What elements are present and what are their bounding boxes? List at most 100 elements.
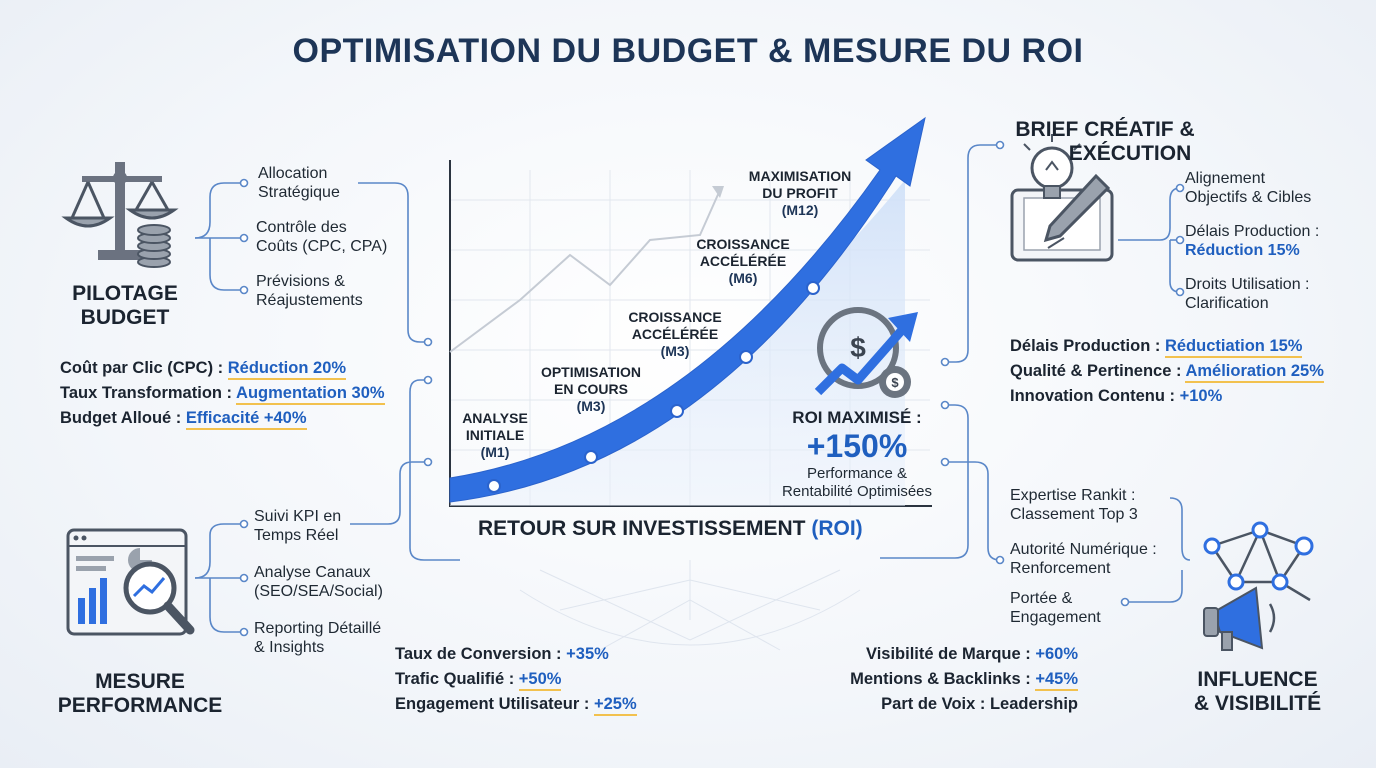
brief-item-3-line2: Clarification [1185, 295, 1269, 312]
stage-3-line2: ACCÉLÉRÉE [631, 326, 719, 342]
pilotage-item-2-line2: Coûts (CPC, CPA) [256, 238, 388, 255]
pilotage-metric: Coût par Clic (CPC) : Réduction 20% [60, 356, 385, 381]
mesure-item: Suivi KPI en Temps Réel [254, 507, 341, 545]
pilotage-item: Prévisions & Réajustements [256, 272, 363, 310]
brief-item-1-line2: Objectifs & Cibles [1185, 189, 1312, 206]
mesure-item-2-line2: (SEO/SEA/Social) [254, 583, 383, 600]
mesure-metric: Trafic Qualifié : +50% [395, 667, 637, 692]
influence-item-3-line1: Portée & [1010, 590, 1073, 607]
influence-metric: Mentions & Backlinks : +45% [820, 667, 1078, 692]
pilotage-budget-title: PILOTAGE BUDGET [50, 282, 200, 330]
metric-label: Mentions & Backlinks : [850, 670, 1031, 688]
stage-label: MAXIMISATION DU PROFIT (M12) [738, 168, 862, 219]
influence-title-line1: INFLUENCE [1197, 668, 1318, 691]
svg-text:$: $ [891, 375, 899, 390]
mesure-metric: Engagement Utilisateur : +25% [395, 692, 637, 717]
mesure-item-3-line2: & Insights [254, 639, 325, 656]
pilotage-item-3-line1: Prévisions & [256, 273, 345, 290]
roi-sub-line2: Rentabilité Optimisées [781, 483, 933, 500]
metric-value: +45% [1035, 670, 1078, 691]
mesure-title-line2: PERFORMANCE [57, 694, 223, 717]
mesure-performance-title: MESURE PERFORMANCE [40, 670, 240, 718]
stage-2-line1: OPTIMISATION [540, 364, 642, 380]
metric-value: +25% [593, 695, 637, 716]
mesure-item: Reporting Détaillé & Insights [254, 619, 381, 657]
chart-caption-accent: (ROI) [811, 517, 863, 540]
brief-creatif-title: BRIEF CRÉATIF & EXÉCUTION [990, 118, 1220, 166]
svg-text:$: $ [850, 332, 866, 363]
metric-value: Leadership [989, 695, 1078, 713]
metric-label: Taux de Conversion : [395, 645, 562, 663]
stage-1-line1: ANALYSE [462, 410, 528, 426]
brief-item: Alignement Objectifs & Cibles [1185, 169, 1311, 207]
roi-value: +150% [806, 428, 908, 464]
metric-label: Engagement Utilisateur : [395, 695, 590, 713]
influence-title-line2: & VISIBILITÉ [1193, 692, 1322, 715]
stage-label: ANALYSE INITIALE (M1) [450, 410, 540, 461]
roi-sub-line1: Performance & [806, 465, 908, 482]
pilotage-metrics: Coût par Clic (CPC) : Réduction 20% Taux… [60, 356, 385, 431]
influence-item: Autorité Numérique : Renforcement [1010, 540, 1157, 578]
metric-value: +35% [566, 645, 609, 663]
stage-5-line2: DU PROFIT [762, 185, 838, 201]
stage-1-month: (M1) [480, 444, 510, 460]
metric-label: Coût par Clic (CPC) : [60, 359, 224, 377]
influence-metrics: Visibilité de Marque : +60% Mentions & B… [820, 642, 1078, 717]
influence-metric: Visibilité de Marque : +60% [820, 642, 1078, 667]
pilotage-item-1-line2: Stratégique [258, 184, 340, 201]
metric-label: Visibilité de Marque : [866, 645, 1031, 663]
stage-label: CROISSANCE ACCÉLÉRÉE (M3) [620, 309, 730, 360]
brief-title-line1: BRIEF CRÉATIF & [1015, 118, 1195, 141]
pilotage-item: Allocation Stratégique [258, 164, 340, 202]
metric-value: +60% [1035, 645, 1078, 663]
brief-item-2-line2: Réduction 15% [1185, 242, 1300, 259]
mesure-metrics: Taux de Conversion : +35% Trafic Qualifi… [395, 642, 637, 717]
stage-5-line1: MAXIMISATION [748, 168, 852, 184]
pilotage-metric: Budget Alloué : Efficacité +40% [60, 406, 385, 431]
connectors [194, 144, 1191, 633]
decorative-web [519, 560, 861, 651]
stage-4-month: (M6) [728, 270, 758, 286]
chart-caption: RETOUR SUR INVESTISSEMENT (ROI) [478, 517, 863, 541]
influence-item-2-line1: Autorité Numérique : [1010, 541, 1157, 558]
brief-item: Droits Utilisation : Clarification [1185, 275, 1309, 313]
brief-metric: Qualité & Pertinence : Amélioration 25% [1010, 359, 1324, 384]
brief-item: Délais Production : Réduction 15% [1185, 222, 1319, 260]
brief-metric: Délais Production : Réductiation 15% [1010, 334, 1324, 359]
roi-arrow [449, 116, 926, 503]
brief-item-2-line1: Délais Production : [1185, 223, 1320, 240]
stage-3-line1: CROISSANCE [628, 309, 722, 325]
influence-item: Expertise Rankit : Classement Top 3 [1010, 486, 1138, 524]
influence-item: Portée & Engagement [1010, 589, 1101, 627]
chart-caption-main: RETOUR SUR INVESTISSEMENT [478, 517, 806, 540]
metric-label: Part de Voix : [881, 695, 986, 713]
influence-item-1-line1: Expertise Rankit : [1010, 487, 1136, 504]
metric-value: +10% [1179, 387, 1223, 405]
metric-label: Qualité & Pertinence : [1010, 362, 1182, 380]
stage-3-month: (M3) [660, 343, 690, 359]
mesure-item-3-line1: Reporting Détaillé [254, 620, 382, 637]
influence-item-1-line2: Classement Top 3 [1010, 506, 1138, 523]
influence-visibilite-title: INFLUENCE & VISIBILITÉ [1175, 668, 1340, 716]
pilotage-item: Contrôle des Coûts (CPC, CPA) [256, 218, 387, 256]
mesure-item-1-line1: Suivi KPI en [254, 508, 342, 525]
stage-4-line2: ACCÉLÉRÉE [699, 253, 787, 269]
roi-milestone-points [487, 281, 820, 493]
influence-item-2-line2: Renforcement [1010, 560, 1111, 577]
pilotage-title-line2: BUDGET [80, 306, 170, 329]
stage-label: CROISSANCE ACCÉLÉRÉE (M6) [688, 236, 798, 287]
mesure-item: Analyse Canaux (SEO/SEA/Social) [254, 563, 383, 601]
metric-label: Budget Alloué : [60, 409, 182, 427]
stage-2-line2: EN COURS [554, 381, 628, 397]
pilotage-title-line1: PILOTAGE [72, 282, 178, 305]
connector-dots [239, 140, 1185, 637]
pilotage-item-3-line2: Réajustements [256, 292, 363, 309]
metric-value: Augmentation 30% [236, 384, 385, 405]
background-trend-line [449, 189, 721, 353]
brief-metric: Innovation Contenu : +10% [1010, 384, 1324, 409]
page-title: OPTIMISATION DU BUDGET & MESURE DU ROI [292, 32, 1084, 70]
roi-label: ROI MAXIMISÉ : [792, 408, 922, 427]
stage-2-month: (M3) [576, 398, 606, 414]
stage-1-line2: INITIALE [465, 427, 525, 443]
